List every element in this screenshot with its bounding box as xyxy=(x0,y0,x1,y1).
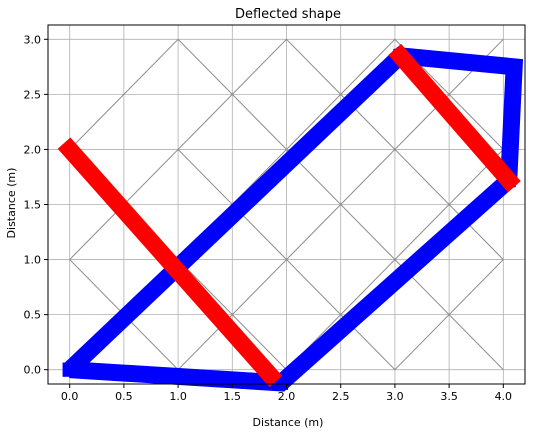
y-tick-label: 2.0 xyxy=(24,143,42,156)
x-axis-label: Distance (m) xyxy=(253,416,324,429)
mesh-member xyxy=(394,149,504,260)
deflected-diagonal-member xyxy=(57,137,283,388)
mesh-member xyxy=(177,38,287,150)
deflected-node xyxy=(62,362,77,377)
plot-area: 0.0 0.5 1.0 1.5 2.0 2.5 3.0 3.5 4.0 0.0 0.5 1.0 1.5… xyxy=(24,24,526,403)
x-tick-label: 1.0 xyxy=(169,390,187,403)
mesh-member xyxy=(286,38,396,150)
x-ticks: 0.0 0.5 1.0 1.5 2.0 2.5 3.0 3.5 4.0 xyxy=(61,384,512,403)
y-tick-label: 0.5 xyxy=(24,309,42,322)
y-tick-label: 3.0 xyxy=(24,33,42,46)
deflected-node xyxy=(507,59,522,74)
chart-title: Deflected shape xyxy=(235,7,341,22)
deflected-series xyxy=(57,43,524,392)
x-tick-label: 3.0 xyxy=(386,390,404,403)
mesh-member xyxy=(69,38,179,150)
y-tick-label: 0.0 xyxy=(24,364,42,377)
y-axis-label: Distance (m) xyxy=(5,168,18,239)
undeflected-mesh xyxy=(69,38,504,371)
y-tick-label: 1.5 xyxy=(24,199,42,212)
mesh-member xyxy=(177,259,287,371)
deflected-frame-line xyxy=(63,47,524,392)
x-tick-label: 2.0 xyxy=(278,390,296,403)
x-tick-label: 2.5 xyxy=(332,390,350,403)
x-tick-label: 3.5 xyxy=(440,390,458,403)
x-tick-label: 0.0 xyxy=(61,390,79,403)
mesh-member xyxy=(286,149,396,260)
x-tick-label: 1.5 xyxy=(224,390,242,403)
y-tick-label: 1.0 xyxy=(24,254,42,267)
deflected-diagonal-member xyxy=(388,43,521,193)
y-tick-label: 2.5 xyxy=(24,88,42,101)
mesh-member xyxy=(394,259,504,371)
x-tick-label: 4.0 xyxy=(495,390,513,403)
x-tick-label: 0.5 xyxy=(115,390,133,403)
y-ticks: 0.0 0.5 1.0 1.5 2.0 2.5 3.0 xyxy=(24,33,48,377)
